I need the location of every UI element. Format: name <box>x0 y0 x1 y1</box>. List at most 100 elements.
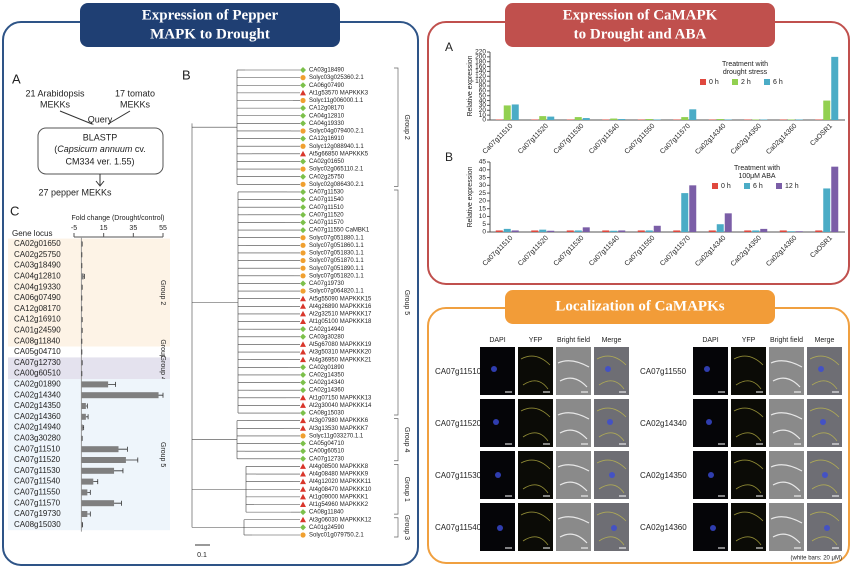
leaf-label: At4g12020 MAPKKK11 <box>309 479 372 485</box>
panel-label: B <box>182 67 191 82</box>
leaf-marker <box>300 501 306 508</box>
y-tick-label: 120 <box>475 73 486 80</box>
leaf-label: CA03g18490 <box>309 68 345 74</box>
leaf-marker <box>300 242 306 248</box>
yfp-signal <box>596 511 627 546</box>
micrograph <box>518 347 553 395</box>
y-tick-label: 20 <box>479 198 487 205</box>
leaf-marker <box>300 227 306 234</box>
y-tick-label: 20 <box>479 107 487 114</box>
leaf-marker <box>300 204 306 211</box>
micrograph <box>731 399 766 447</box>
leaf-marker <box>300 455 306 462</box>
leaf-marker <box>300 135 306 142</box>
bar <box>602 230 610 232</box>
yfp-signal <box>809 459 840 494</box>
leaf-marker <box>300 509 306 516</box>
header-line: Expression of Pepper <box>142 7 279 23</box>
leaf-label: CA08g11840 <box>309 510 344 516</box>
leaf-marker <box>300 295 306 302</box>
species: Capsicum annuum <box>57 144 133 154</box>
leaf-marker <box>300 326 306 333</box>
leaf-label: Solyc12g088940.1.1 <box>309 144 364 150</box>
leaf-marker <box>300 318 306 325</box>
leaf-label: CA07g11520 <box>309 212 344 218</box>
leaf-label: CA02g01890 <box>309 365 345 371</box>
gene-label: CA12g08170 <box>14 304 61 313</box>
yfp-signal <box>520 511 551 546</box>
leaf-marker <box>300 89 306 96</box>
bottom-right-header <box>505 290 775 324</box>
bar <box>673 230 681 232</box>
yfp-signal <box>733 407 764 442</box>
gene-label: CA03g18490 <box>14 261 61 270</box>
leaf-marker <box>300 235 306 241</box>
y-tick-label: 100 <box>475 78 486 85</box>
leaf-marker <box>300 67 306 73</box>
bar <box>81 478 94 485</box>
gene-label: CA02g01890 <box>14 380 61 389</box>
bar <box>574 117 582 120</box>
yfp-signal <box>596 355 627 390</box>
leaf-marker <box>300 181 306 187</box>
bar <box>618 119 626 120</box>
leaf-marker <box>300 394 306 401</box>
legend-label: 0 h <box>721 183 731 190</box>
yfp-signal <box>733 459 764 494</box>
leaf-marker <box>300 150 306 157</box>
leaf-marker <box>300 433 306 439</box>
micrograph <box>480 347 515 395</box>
gene-label: CA07g11530 <box>14 466 61 475</box>
flow-text: 17 tomato <box>115 88 155 98</box>
column-header: YFP <box>742 337 756 344</box>
leaf-label: Solyc07g051870.1.1 <box>309 258 364 264</box>
column-header: Gene locus <box>12 229 52 238</box>
micrograph <box>731 347 766 395</box>
y-axis-title: Relative expression <box>467 166 474 227</box>
leaf-marker <box>300 280 306 287</box>
y-tick-label: 0 <box>482 117 486 124</box>
nucleus <box>607 419 613 425</box>
column-header: Merge <box>815 337 835 344</box>
group-band <box>8 346 170 358</box>
y-tick-label: 45 <box>479 159 487 166</box>
leaf-label: At2g30040 MAPKKK14 <box>309 403 372 409</box>
group-bracket <box>394 418 399 462</box>
leaf-marker <box>300 310 306 317</box>
leaf-marker <box>300 273 306 279</box>
leaf-label: Solyc07g064820.1.1 <box>309 289 364 295</box>
leaf-label: Solyc02g086430.2.1 <box>309 182 364 188</box>
bar <box>637 230 645 232</box>
leaf-marker <box>300 75 306 81</box>
error-bar <box>114 500 122 506</box>
cell-outline <box>770 516 803 544</box>
yfp-signal <box>733 511 764 546</box>
bar <box>81 467 115 474</box>
bar <box>787 231 795 232</box>
bar <box>81 413 86 420</box>
leaf-marker <box>300 402 306 408</box>
yfp-signal <box>520 459 551 494</box>
bar <box>815 230 823 232</box>
bar <box>831 56 839 120</box>
y-tick-label: 60 <box>479 88 487 95</box>
leaf-label: CA07g19730 <box>309 281 345 287</box>
leaf-marker <box>300 265 306 271</box>
leaf-marker <box>300 417 306 424</box>
micrograph <box>731 451 766 499</box>
group-label: Group 3 <box>403 515 410 540</box>
leaf-label: CA06g07490 <box>309 83 345 89</box>
nucleus <box>708 472 714 478</box>
group-band <box>8 357 170 379</box>
nucleus <box>611 525 617 531</box>
cell-outline <box>770 464 803 492</box>
nucleus <box>824 525 830 531</box>
header-line: MAPK to Drought <box>150 26 270 42</box>
gene-label: CA07g19730 <box>14 509 61 518</box>
leaf-marker <box>300 173 306 180</box>
y-tick-label: 10 <box>479 112 487 119</box>
group-bracket <box>394 517 399 538</box>
header-line: to Drought and ABA <box>574 26 707 42</box>
gene-label: CA07g11520 <box>435 419 482 428</box>
panel-label: A <box>445 40 453 54</box>
